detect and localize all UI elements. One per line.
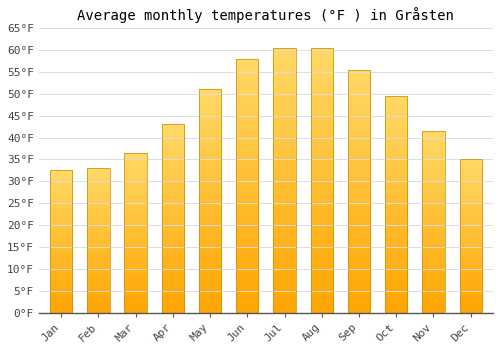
- Bar: [162, 125, 184, 313]
- Bar: [124, 153, 147, 313]
- Bar: [422, 131, 444, 313]
- Bar: [274, 48, 295, 313]
- Bar: [385, 96, 407, 313]
- Title: Average monthly temperatures (°F ) in Gråsten: Average monthly temperatures (°F ) in Gr…: [78, 7, 454, 23]
- Bar: [460, 160, 482, 313]
- Bar: [236, 59, 258, 313]
- Bar: [199, 90, 222, 313]
- Bar: [87, 168, 110, 313]
- Bar: [310, 48, 333, 313]
- Bar: [348, 70, 370, 313]
- Bar: [50, 170, 72, 313]
